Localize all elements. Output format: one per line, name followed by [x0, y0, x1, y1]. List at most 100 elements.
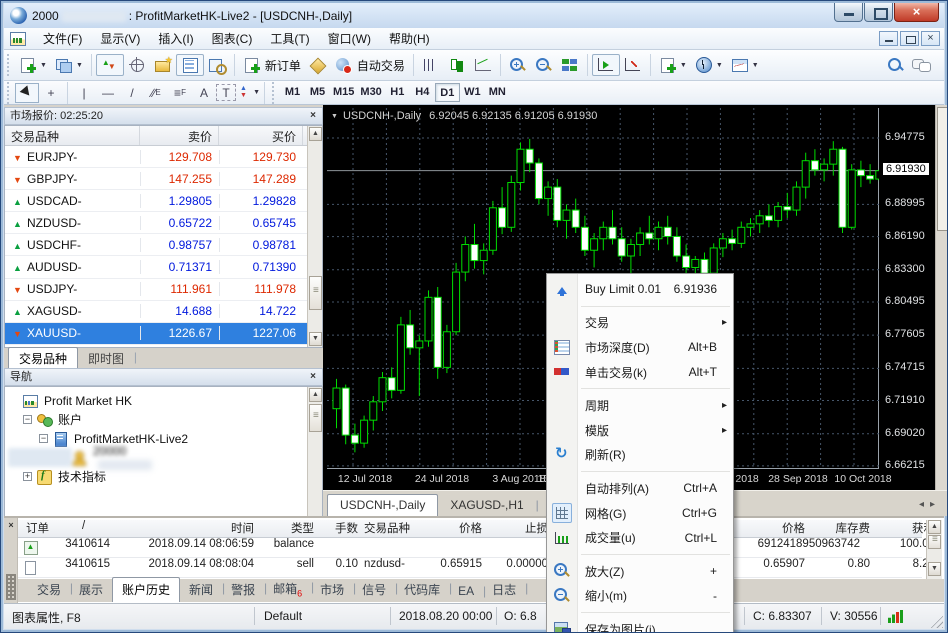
scroll-up-icon[interactable]: ▲	[928, 520, 941, 534]
market-watch-button[interactable]	[175, 54, 204, 76]
column-order[interactable]: 订单	[26, 523, 49, 535]
crosshair-tool-button[interactable]: +	[47, 85, 55, 100]
market-watch-row[interactable]: AUDUSD- 0.71371 0.71390	[5, 257, 307, 279]
favorites-button[interactable]	[150, 55, 176, 75]
terminal-tab[interactable]: 代码库	[395, 578, 452, 602]
candlestick-chart-button[interactable]	[444, 55, 470, 75]
text-button[interactable]: A	[199, 85, 208, 100]
terminal-tab[interactable]: 信号	[353, 578, 398, 602]
mdi-restore-icon[interactable]	[900, 31, 919, 46]
close-icon[interactable]: ×	[8, 520, 14, 530]
column-stoploss[interactable]: 止损	[525, 523, 548, 535]
new-chart-button[interactable]: ▼	[15, 55, 51, 75]
terminal-tab[interactable]: 账户历史	[112, 577, 181, 602]
terminal-tab[interactable]: 新闻	[180, 578, 225, 602]
column-symbol[interactable]: 交易品种	[364, 523, 410, 535]
arrows-tool-button[interactable]: ▼	[236, 83, 260, 103]
bar-chart-button[interactable]	[418, 55, 444, 75]
context-menu-item[interactable]: 市场深度(D) Alt+B	[547, 335, 733, 360]
market-watch-row[interactable]: USDJPY- 111.961 111.978	[5, 279, 307, 301]
context-menu-item[interactable]: 网格(G) Ctrl+G	[547, 501, 733, 526]
column-ask[interactable]: 买价	[219, 126, 303, 145]
timeframe-button[interactable]: MN	[488, 86, 506, 98]
mdi-close-icon[interactable]: ×	[921, 31, 940, 46]
chart-tab[interactable]: XAGUSD-,H1	[438, 495, 539, 516]
history-row[interactable]: 3410614 2018.09.14 08:06:59 balance 6912…	[18, 538, 935, 558]
terminal-tab[interactable]: 邮箱6	[264, 577, 314, 602]
menu-item[interactable]: 图表(C)	[211, 32, 253, 46]
horizontal-line-button[interactable]: —	[102, 85, 114, 100]
scroll-down-icon[interactable]: ▼	[309, 332, 322, 346]
profiles-button[interactable]: ▼	[51, 55, 87, 75]
market-watch-row[interactable]: USDCAD- 1.29805 1.29828	[5, 190, 307, 213]
menu-item[interactable]: 文件(F)	[43, 32, 83, 46]
history-row[interactable]: 3410615 2018.09.14 08:08:04 sell 0.10 nz…	[18, 558, 935, 578]
navigator-tree-node[interactable]: − ProfitMarketHK-Live2	[5, 429, 322, 448]
tree-expander-icon[interactable]: −	[39, 433, 48, 443]
context-menu-item[interactable]: 刷新(R)	[547, 443, 733, 468]
indicators-button[interactable]: ▼	[655, 55, 691, 75]
column-time[interactable]: 时间	[231, 523, 254, 535]
timeframe-button[interactable]: M30	[360, 86, 382, 98]
tree-expander-icon[interactable]	[9, 396, 18, 405]
channel-button[interactable]: ∕∕ E	[151, 85, 161, 100]
timeframe-button[interactable]: W1	[464, 86, 481, 98]
maximize-button[interactable]	[864, 3, 893, 22]
context-menu-item[interactable]: 放大(Z) +	[547, 559, 733, 584]
tree-expander-icon[interactable]: −	[23, 414, 32, 424]
market-watch-row[interactable]: USDCHF- 0.98757 0.98781	[5, 234, 307, 257]
context-menu-item[interactable]: 单击交易(k) Alt+T	[547, 360, 733, 385]
navigator-tree-node[interactable]: + 技术指标	[5, 467, 322, 486]
toolbar-grip[interactable]	[272, 81, 277, 104]
history-columns[interactable]: 订单 / 时间 类型 手数 交易品种 价格 止损 价格 库存费 获利	[18, 520, 935, 538]
column-lots[interactable]: 手数	[335, 523, 358, 535]
minimize-button[interactable]	[834, 3, 863, 22]
status-profile[interactable]: Default	[264, 609, 303, 623]
market-watch-row[interactable]: EURJPY- 129.708 129.730	[5, 146, 307, 168]
expert-advisors-button[interactable]	[305, 55, 331, 75]
context-menu-item[interactable]	[547, 384, 733, 393]
terminal-tab[interactable]: 展示	[70, 578, 115, 602]
zoom-in-button[interactable]	[505, 55, 531, 75]
context-menu-item[interactable]: 模版 ▸	[547, 418, 733, 443]
context-menu-item[interactable]	[547, 608, 733, 617]
context-menu-item[interactable]	[547, 467, 733, 476]
crosshair-mode-button[interactable]	[124, 55, 150, 75]
column-type[interactable]: 类型	[291, 523, 314, 535]
market-watch-row[interactable]: NZDUSD- 0.65722 0.65745	[5, 212, 307, 235]
terminal-tab[interactable]: EA	[449, 581, 486, 602]
close-icon[interactable]: ×	[310, 110, 316, 121]
menu-item[interactable]: 窗口(W)	[327, 32, 371, 46]
templates-button[interactable]: ▼	[727, 55, 763, 75]
menu-item[interactable]: 插入(I)	[158, 32, 194, 46]
context-menu-item[interactable]: Buy Limit 0.01 6.91936	[547, 277, 733, 302]
context-menu-item[interactable]: 成交量(u) Ctrl+L	[547, 525, 733, 550]
market-watch-scrollbar[interactable]: ▲ ▼	[307, 126, 322, 347]
resize-grip[interactable]	[929, 614, 943, 628]
scroll-down-icon[interactable]: ▼	[928, 562, 941, 576]
terminal-grip-icon[interactable]	[6, 574, 16, 600]
scrollbar-thumb[interactable]	[309, 404, 322, 432]
market-watch-row[interactable]: XAGUSD- 14.688 14.722	[5, 301, 307, 323]
new-order-button[interactable]: 新订单	[239, 55, 305, 76]
scroll-up-icon[interactable]: ▲	[309, 127, 322, 141]
market-watch-row[interactable]: XAUUSD- 1226.67 1227.06	[5, 322, 307, 345]
auto-scroll-button[interactable]	[591, 54, 620, 76]
column-close-price[interactable]: 价格	[782, 523, 805, 535]
tree-expander-icon[interactable]	[58, 453, 67, 462]
data-window-button[interactable]	[204, 55, 230, 75]
context-menu-item[interactable]: 自动排列(A) Ctrl+A	[547, 476, 733, 501]
chart-shift-button[interactable]	[620, 55, 646, 75]
market-watch-row[interactable]: GBPJPY- 147.255 147.289	[5, 168, 307, 191]
timeframe-button[interactable]: D1	[434, 83, 460, 102]
scroll-up-icon[interactable]: ▲	[309, 388, 322, 402]
chart-tab[interactable]: USDCNH-,Daily	[327, 494, 439, 516]
zoom-out-button[interactable]	[531, 55, 557, 75]
context-menu-item[interactable]: 缩小(m) -	[547, 584, 733, 609]
tab-scroll-right-icon[interactable]: ▸	[929, 499, 941, 510]
chat-button[interactable]	[908, 55, 934, 75]
timeframe-button[interactable]: H4	[415, 86, 430, 98]
scrollbar-thumb[interactable]	[937, 107, 947, 231]
cursor-tool-button[interactable]	[15, 82, 39, 103]
timeframe-button[interactable]: M15	[333, 86, 355, 98]
